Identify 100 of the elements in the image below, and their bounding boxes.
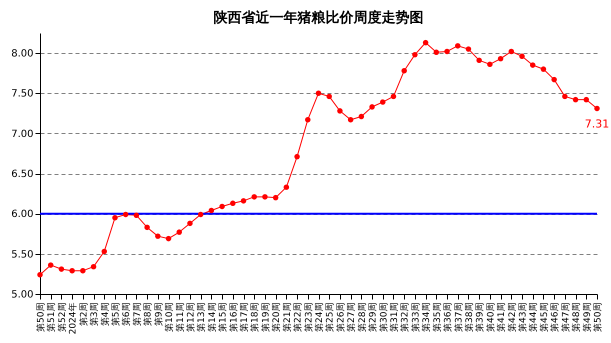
point (337, 108, 343, 114)
x-tick-label: 第47周 (560, 302, 572, 332)
point (198, 212, 204, 218)
point (466, 46, 472, 52)
point (455, 43, 460, 49)
y-tick-label: 8.00 (11, 48, 34, 60)
point (112, 214, 118, 220)
point (69, 268, 75, 274)
x-tick-label: 第29周 (368, 302, 379, 332)
point (102, 248, 108, 254)
x-tick-label: 第17周 (239, 302, 250, 332)
point (572, 96, 578, 102)
x-tick-label: 第2周 (78, 302, 90, 326)
x-tick-label: 第35周 (432, 302, 443, 332)
point (134, 212, 140, 218)
point (434, 50, 440, 56)
x-tick-label: 第51周 (46, 302, 58, 332)
x-tick-label: 第50周 (592, 302, 604, 332)
point (348, 117, 354, 122)
point (519, 54, 525, 60)
y-tick-label: 7.00 (11, 128, 34, 140)
point (444, 48, 450, 54)
x-tick-label: 第49周 (582, 302, 593, 332)
x-tick-label: 第13周 (196, 302, 208, 332)
x-tick-label: 第9周 (153, 302, 164, 326)
point (58, 266, 64, 272)
x-tick-label: 第15周 (218, 302, 229, 332)
point (476, 58, 482, 64)
point (584, 96, 590, 102)
point (272, 194, 278, 200)
data-label: 7.31 (584, 117, 610, 130)
x-tick-label: 第20周 (271, 302, 282, 332)
x-tick-label: 第18周 (250, 302, 261, 332)
x-tick-label: 第19周 (260, 302, 272, 332)
point (390, 94, 396, 100)
point (401, 68, 407, 74)
x-tick-label: 第10周 (164, 302, 176, 332)
point (358, 114, 364, 120)
x-tick-label: 第48周 (571, 302, 582, 332)
x-tick-label: 第31周 (388, 302, 400, 332)
chart-title: 陕西省近一年猪粮比价周度走势图 (214, 9, 424, 26)
y-tick-label: 7.50 (11, 88, 34, 100)
x-tick-label: 第14周 (206, 302, 218, 332)
point (187, 220, 193, 226)
point (230, 200, 236, 206)
x-tick-label: 第24周 (314, 302, 325, 332)
x-tick-label: 第5周 (110, 302, 122, 326)
x-tick-label: 第43周 (518, 302, 529, 332)
x-tick-label: 第11周 (174, 302, 186, 332)
x-tick-label: 第22周 (292, 302, 304, 332)
point (412, 52, 418, 58)
x-tick-label: 第8周 (142, 302, 154, 326)
x-tick-label: 第23周 (303, 302, 314, 332)
point (326, 94, 332, 100)
x-tick-label: 第4周 (100, 302, 111, 326)
y-tick-label: 6.50 (11, 169, 34, 180)
point (176, 229, 182, 235)
point (155, 233, 161, 239)
point (122, 212, 128, 218)
point (208, 208, 214, 214)
point (369, 104, 375, 110)
x-tick-label: 第27周 (346, 302, 358, 332)
x-tick-label: 第34周 (421, 302, 432, 332)
point (594, 106, 600, 112)
point (240, 198, 246, 204)
x-tick-label: 第30周 (378, 302, 390, 332)
point (284, 184, 290, 190)
x-tick-label: 第36周 (442, 302, 454, 332)
x-tick-label: 第7周 (132, 302, 143, 326)
y-tick-label: 5.00 (11, 290, 34, 300)
point (48, 262, 54, 268)
point (166, 236, 172, 242)
x-tick-label: 第40周 (485, 302, 496, 332)
point (540, 66, 546, 72)
point (380, 99, 386, 105)
point (262, 194, 268, 200)
x-tick-label: 第45周 (538, 302, 550, 332)
x-tick-label: 第33周 (410, 302, 422, 332)
point (294, 154, 300, 160)
x-tick-label: 2024年 (68, 302, 79, 334)
x-tick-label: 第12周 (185, 302, 196, 332)
x-tick-label: 第16周 (228, 302, 240, 332)
x-tick-label: 第26周 (335, 302, 346, 332)
point (37, 272, 43, 278)
point (562, 94, 568, 100)
point (508, 48, 514, 54)
x-tick-label: 第41周 (496, 302, 508, 332)
x-tick-label: 第37周 (453, 302, 464, 332)
point (251, 194, 257, 200)
x-tick-label: 第44周 (528, 302, 540, 332)
point (90, 264, 96, 270)
y-tick-label: 6.00 (11, 209, 34, 220)
x-tick-label: 第42周 (506, 302, 518, 332)
y-tick-label: 5.50 (11, 249, 34, 260)
x-tick-label: 第52周 (56, 302, 68, 332)
x-tick-label: 第3周 (89, 302, 100, 326)
point (422, 40, 428, 46)
point (498, 56, 504, 62)
point (144, 224, 150, 230)
point (316, 90, 322, 96)
